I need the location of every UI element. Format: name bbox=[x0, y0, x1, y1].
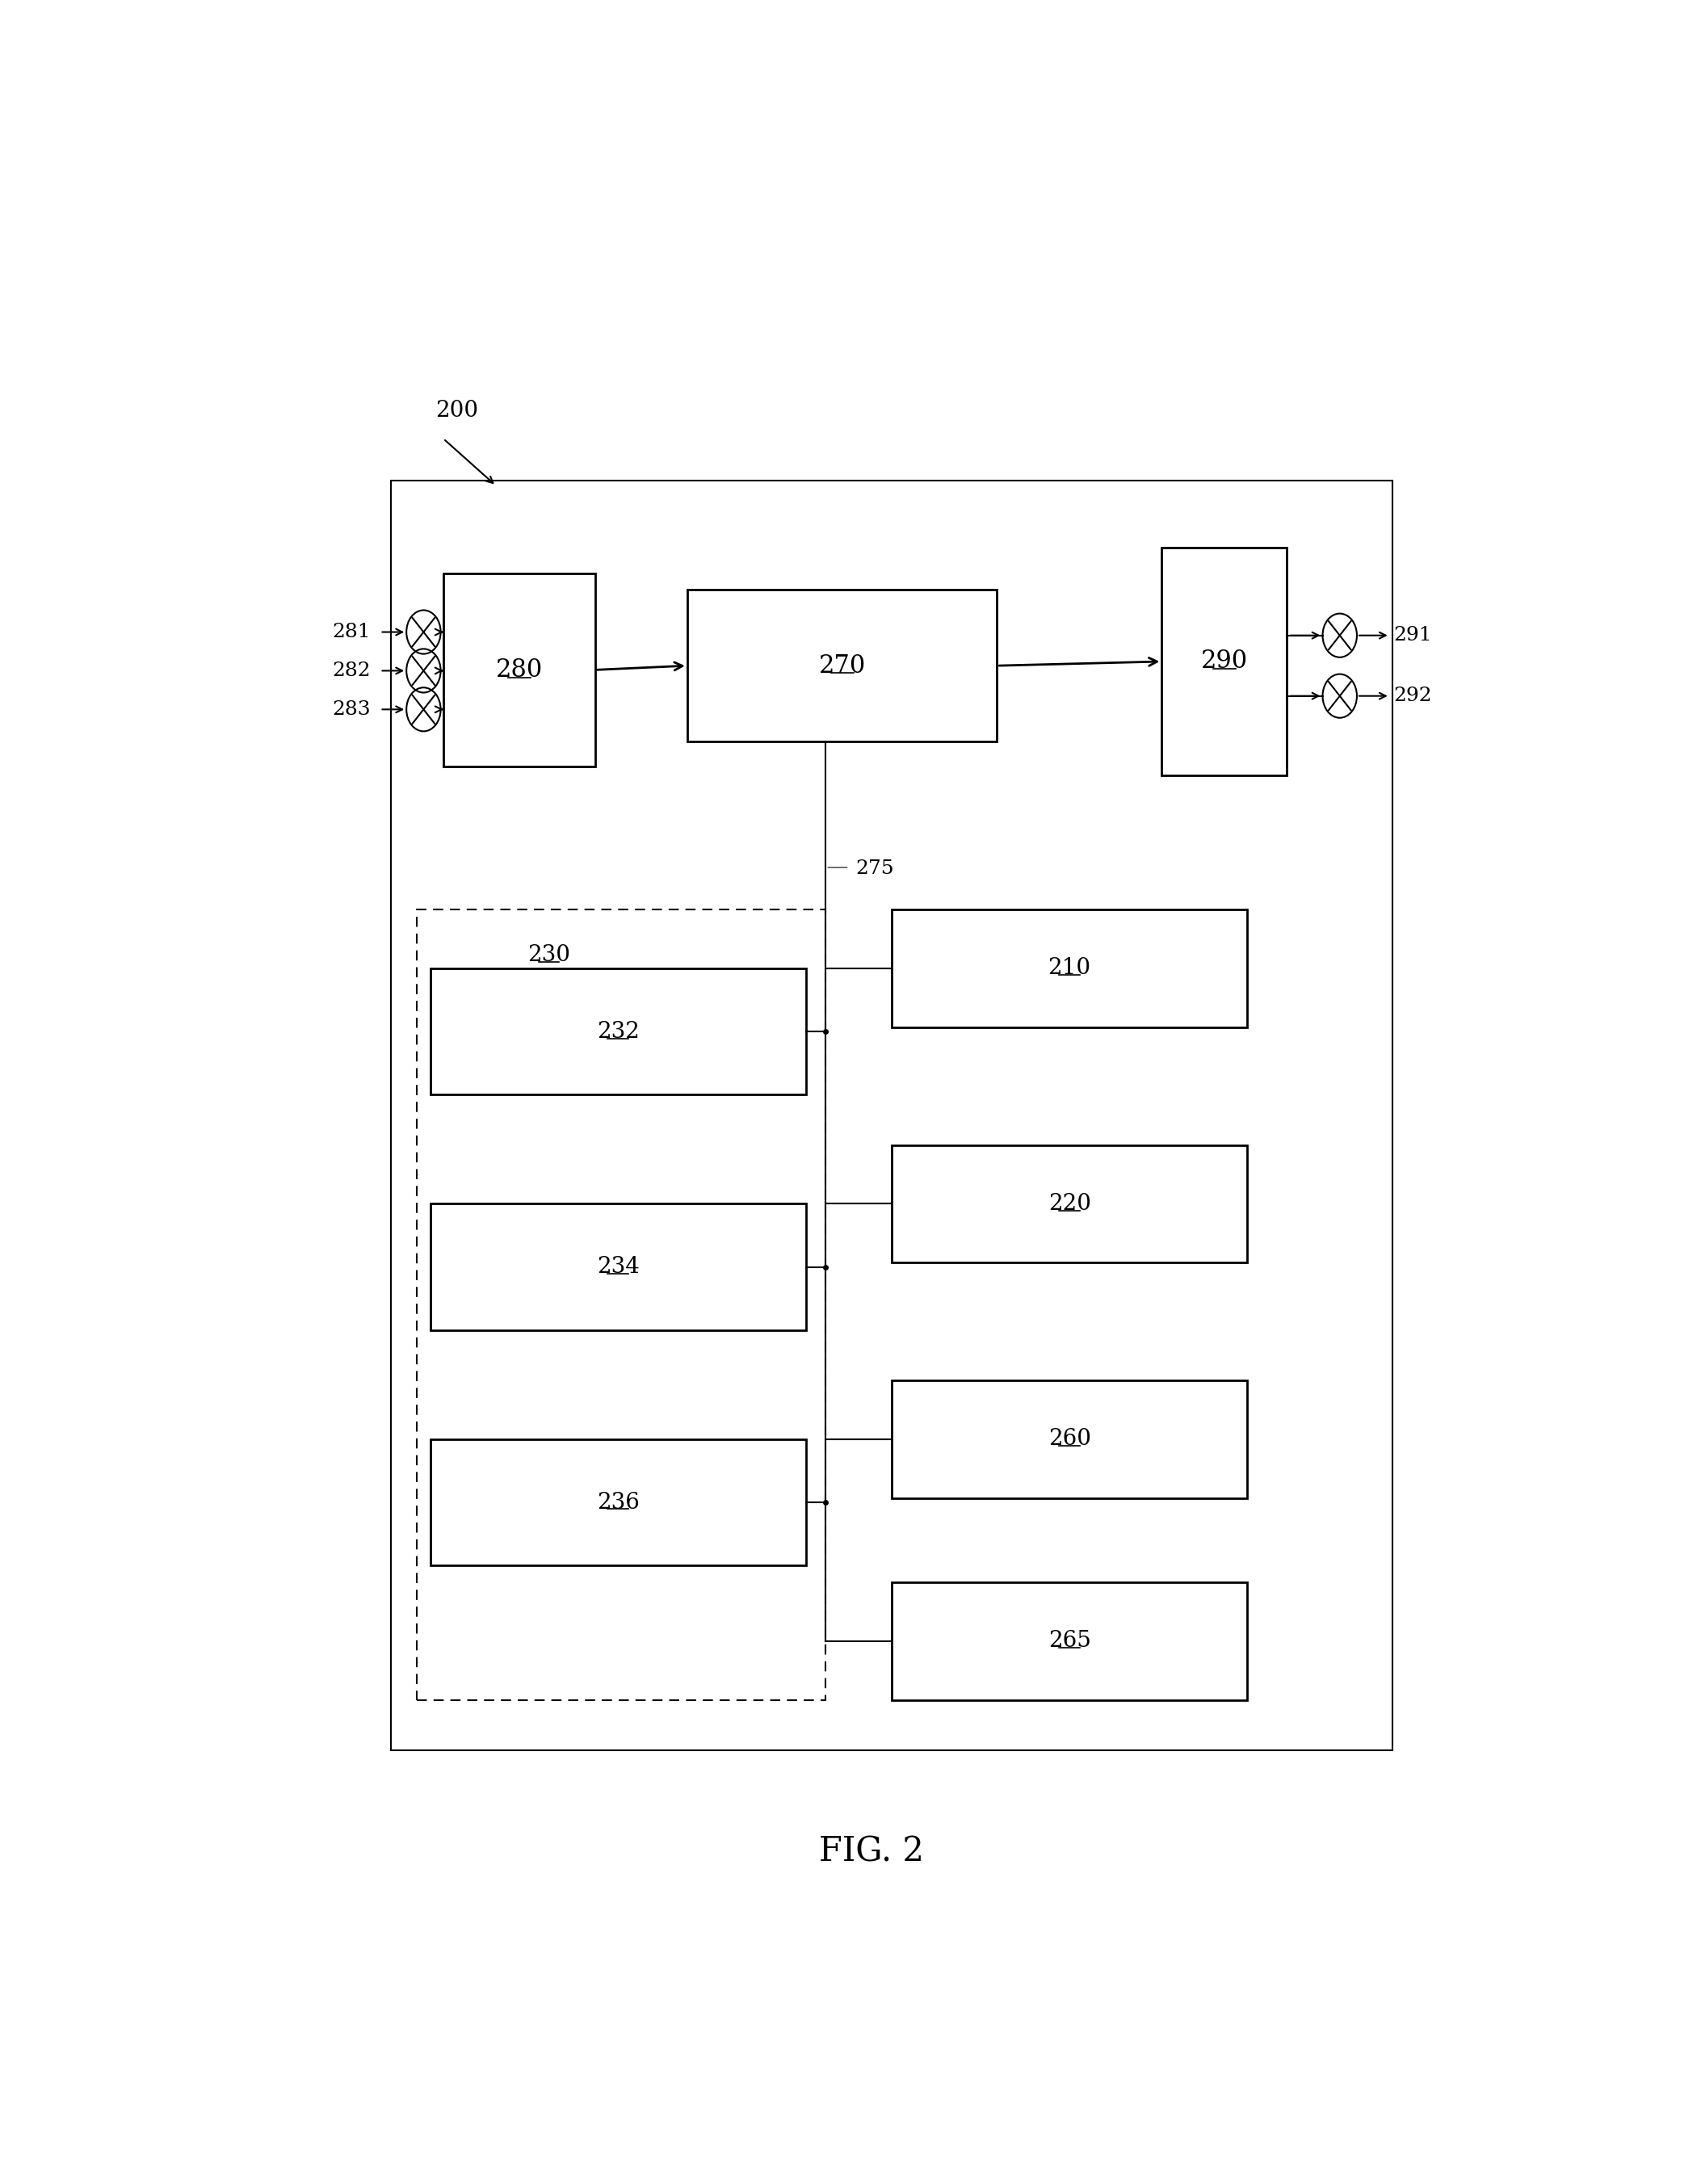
Text: 291: 291 bbox=[1393, 627, 1432, 644]
Text: 232: 232 bbox=[597, 1020, 640, 1042]
Bar bbox=[891, 1144, 1247, 1262]
Bar bbox=[1162, 548, 1288, 775]
Text: 270: 270 bbox=[818, 653, 866, 679]
Text: 265: 265 bbox=[1048, 1629, 1090, 1651]
Text: 236: 236 bbox=[597, 1492, 640, 1514]
Bar bbox=[891, 909, 1247, 1026]
Text: 230: 230 bbox=[527, 943, 570, 965]
Text: 282: 282 bbox=[332, 662, 371, 679]
Text: 281: 281 bbox=[332, 622, 371, 642]
Text: 260: 260 bbox=[1048, 1428, 1090, 1450]
Bar bbox=[430, 968, 806, 1094]
Text: 275: 275 bbox=[856, 858, 895, 878]
Bar bbox=[430, 1203, 806, 1330]
Text: 290: 290 bbox=[1201, 649, 1249, 675]
Text: 210: 210 bbox=[1048, 957, 1090, 978]
Bar bbox=[891, 1581, 1247, 1699]
Text: 283: 283 bbox=[332, 701, 371, 719]
Bar bbox=[430, 1439, 806, 1566]
Text: 234: 234 bbox=[597, 1256, 640, 1278]
Bar bbox=[687, 590, 997, 740]
Bar bbox=[391, 480, 1393, 1749]
Bar bbox=[417, 909, 825, 1699]
Text: 200: 200 bbox=[435, 400, 478, 422]
Text: 292: 292 bbox=[1393, 686, 1432, 705]
Text: FIG. 2: FIG. 2 bbox=[820, 1835, 924, 1867]
Bar bbox=[891, 1380, 1247, 1498]
Text: 280: 280 bbox=[495, 657, 543, 681]
Bar bbox=[444, 572, 595, 767]
Text: 220: 220 bbox=[1048, 1192, 1090, 1214]
